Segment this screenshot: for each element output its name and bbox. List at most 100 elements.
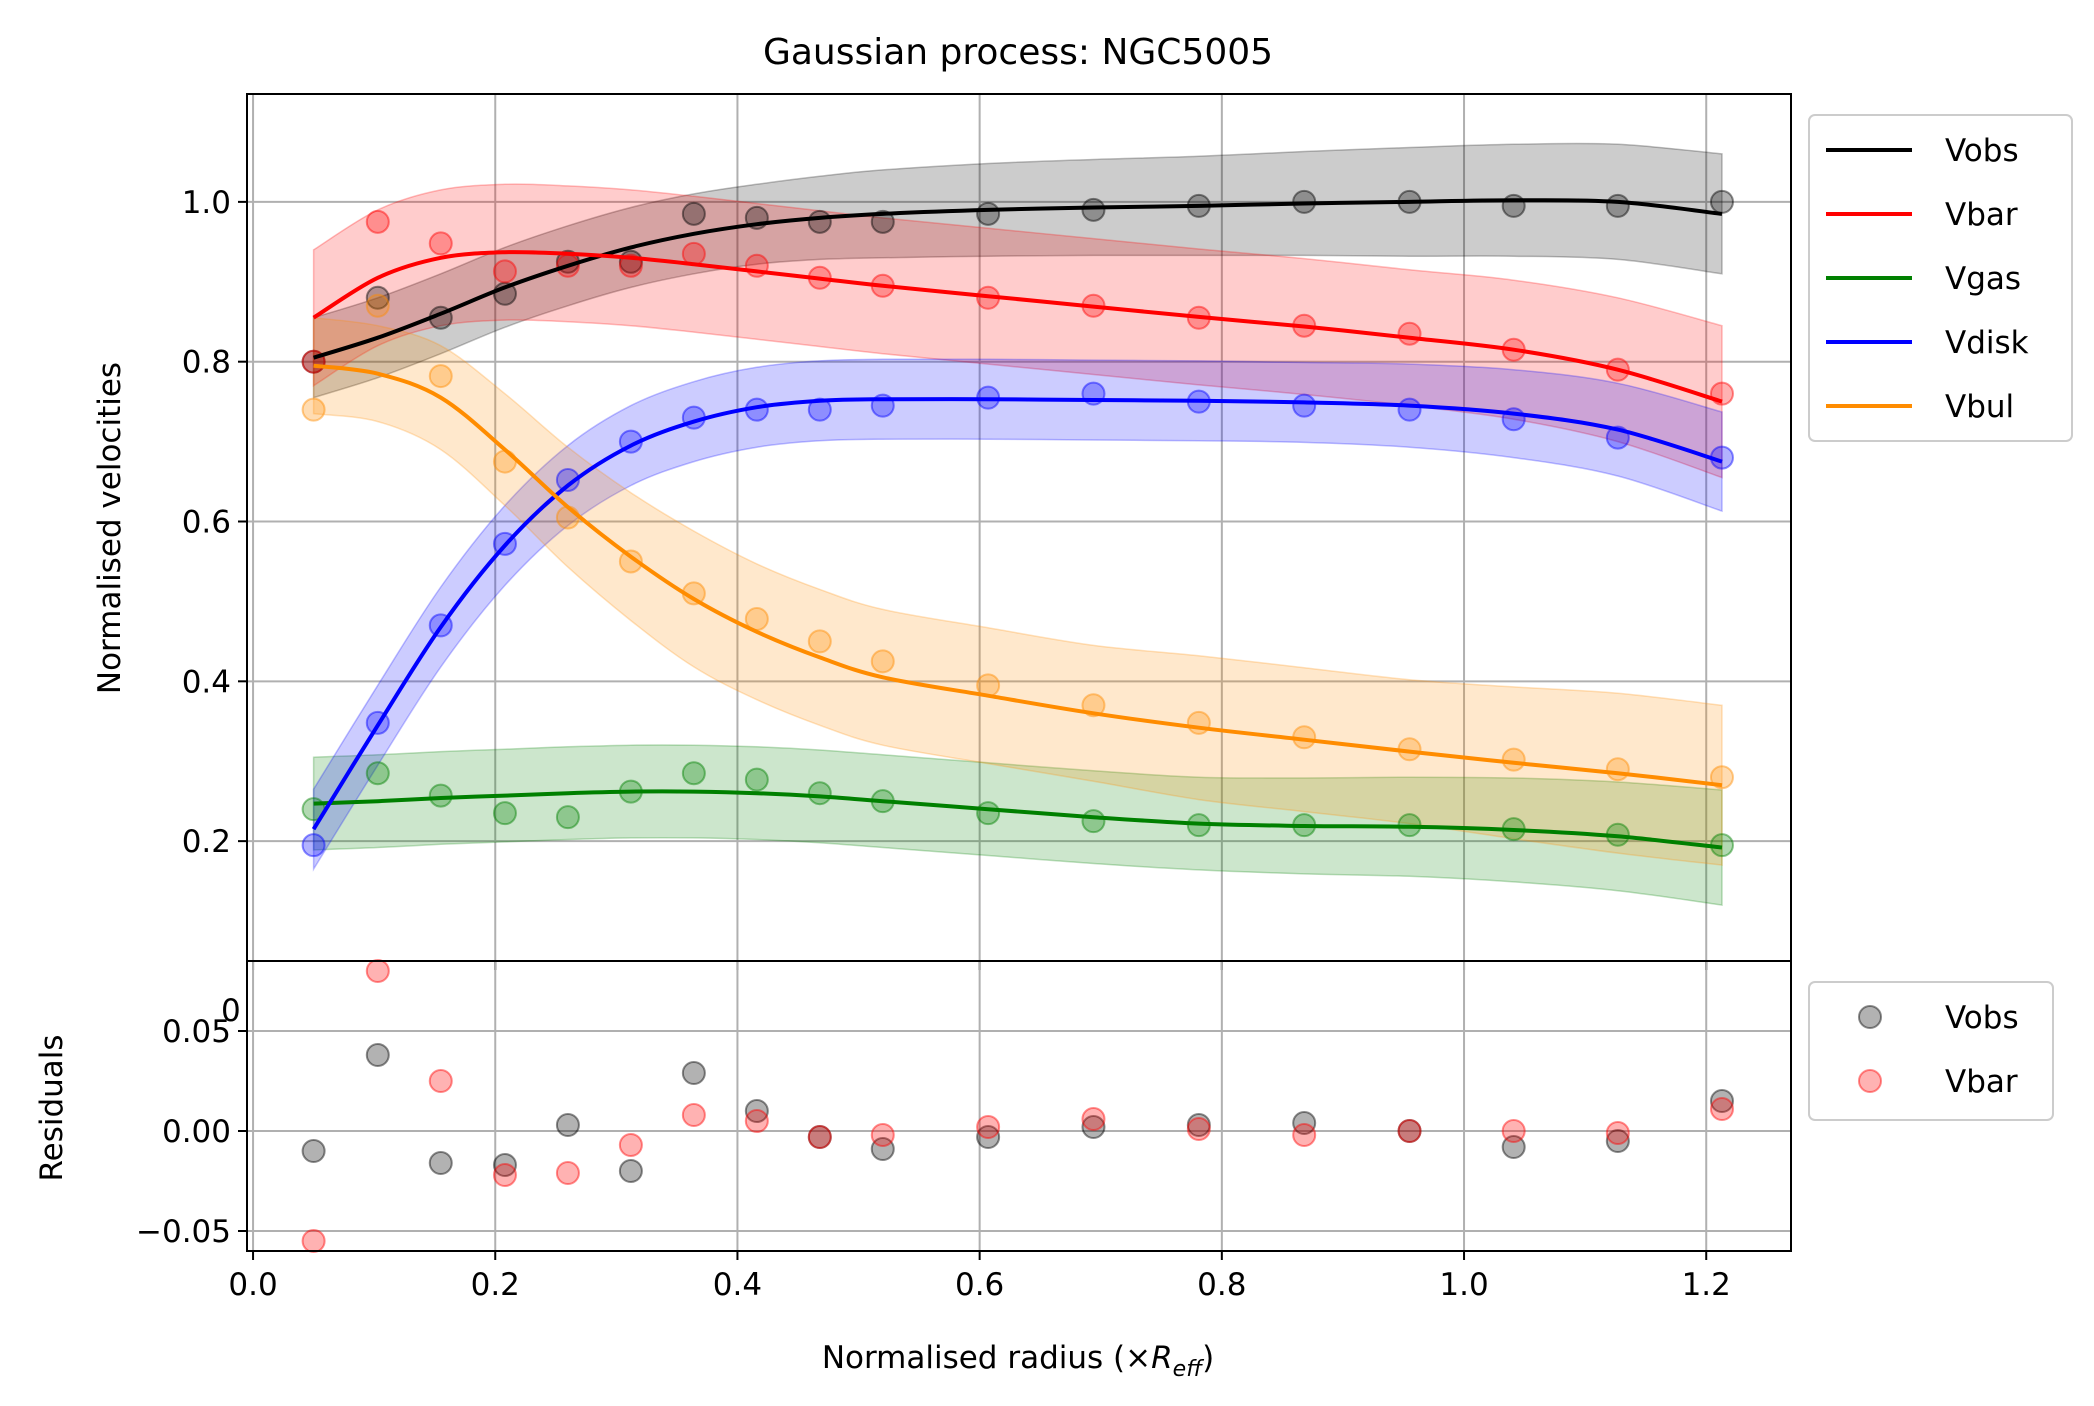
- vbul-data-point: [618, 549, 643, 574]
- main-legend: Vobs Vbar Vgas Vdisk Vbul: [1808, 114, 2073, 442]
- main-ticks: 0.2 0.4 0.6 0.8 1.0: [182, 185, 1708, 970]
- residual-vbar-point: [618, 1133, 643, 1157]
- main-legend-entries: Vobs Vbar Vgas Vdisk Vbul: [1826, 133, 2029, 425]
- legend-vobs-label: Vobs: [1945, 133, 2019, 169]
- vbul-data-point: [555, 505, 580, 530]
- x-axis-label: Normalised radius (×Reff): [822, 1340, 1214, 1382]
- vgas-data-point: [744, 767, 769, 792]
- residual-vobs-point: [1186, 1113, 1211, 1137]
- residual-vbar-point: [1292, 1123, 1317, 1147]
- vbul-data-point: [870, 649, 895, 674]
- residual-vbar-point: [807, 1125, 832, 1149]
- residual-vbar-point: [976, 1115, 1001, 1139]
- residual-vobs-point: [618, 1159, 643, 1183]
- vdisk-data-point: [301, 833, 326, 858]
- residual-vobs-point: [681, 1061, 706, 1085]
- vobs-data-point: [807, 209, 832, 234]
- vobs-data-point: [1605, 193, 1630, 218]
- main-legend-box: [1808, 114, 2073, 442]
- residuals-panel: 0.0 0.2 0.4 0.6 0.8 1.0 1.2 −0.05 0.00 0.05 0 Res…: [34, 959, 1792, 1382]
- residuals-stray-tick-label: 0: [221, 993, 241, 1029]
- residual-vbar-point: [1605, 1121, 1630, 1145]
- vobs-data-point: [870, 209, 895, 234]
- vobs-data-point: [976, 201, 1001, 226]
- vobs-data-point: [1709, 189, 1734, 214]
- residual-vbar-point: [744, 1109, 769, 1133]
- residual-vobs-point: [870, 1137, 895, 1161]
- vbar-fit-line: [312, 250, 1723, 404]
- residuals-legend-vbar-marker: [1858, 1069, 1882, 1093]
- main-points: [301, 189, 1734, 858]
- main-y-tick-label: 0.4: [182, 664, 231, 700]
- vbul-data-point: [1501, 747, 1526, 772]
- chart-title: Gaussian process: NGC5005: [763, 32, 1273, 73]
- vgas-data-point: [555, 805, 580, 830]
- residual-vobs-point: [976, 1125, 1001, 1149]
- vobs-data-point: [1501, 193, 1526, 218]
- vgas-confidence-band: [312, 744, 1723, 906]
- vdisk-data-point: [1292, 393, 1317, 418]
- vbar-data-point: [428, 231, 453, 256]
- vgas-data-point: [365, 761, 390, 786]
- residual-vobs-point: [1709, 1089, 1734, 1113]
- residuals-legend-vbar-label: Vbar: [1945, 1064, 2018, 1100]
- legend-vdisk-label: Vdisk: [1945, 325, 2029, 361]
- vgas-data-point: [681, 761, 706, 786]
- vbul-data-point: [428, 364, 453, 389]
- residuals-y-tick-label: 0.05: [162, 1014, 231, 1050]
- main-panel: 0.2 0.4 0.6 0.8 1.0 Normalised velocities: [92, 93, 1792, 970]
- vbul-data-point: [301, 397, 326, 422]
- vbar-data-point: [1397, 321, 1422, 346]
- x-tick-label: 0.0: [228, 1267, 277, 1303]
- vbul-confidence-band: [312, 316, 1723, 866]
- residuals-y-tick-label: −0.05: [136, 1214, 231, 1250]
- vbar-data-point: [492, 259, 517, 284]
- x-tick-label: 1.2: [1682, 1267, 1731, 1303]
- residuals-ticks: 0.0 0.2 0.4 0.6 0.8 1.0 1.2 −0.05 0.00 0.05: [136, 1014, 1731, 1303]
- vdisk-confidence-band: [312, 358, 1723, 872]
- vbul-data-point: [1605, 757, 1630, 782]
- residuals-legend-vobs-marker: [1858, 1005, 1882, 1029]
- residual-vbar-point: [428, 1069, 453, 1093]
- vbul-data-point: [807, 629, 832, 654]
- residuals-y-axis-label: Residuals: [34, 1034, 70, 1181]
- main-y-tick-label: 1.0: [182, 185, 231, 221]
- vobs-data-point: [365, 285, 390, 310]
- vbul-data-point: [365, 293, 390, 318]
- vbar-data-point: [365, 209, 390, 234]
- residual-vobs-point: [301, 1139, 326, 1163]
- residual-vbar-point: [681, 1103, 706, 1127]
- residuals-points: [301, 959, 1734, 1253]
- residual-vobs-point: [1397, 1119, 1422, 1143]
- residuals-axes-frame: [246, 960, 1792, 1252]
- main-grid: [247, 94, 1791, 961]
- residual-vbar-point: [1186, 1117, 1211, 1141]
- residual-vobs-point: [1501, 1135, 1526, 1159]
- residuals-legend-box: [1808, 981, 2054, 1121]
- vbar-data-point: [618, 253, 643, 278]
- x-tick-label: 0.6: [955, 1267, 1004, 1303]
- main-bands: [312, 142, 1723, 906]
- residuals-legend-vobs-label: Vobs: [1945, 1000, 2019, 1036]
- residual-vbar-point: [1081, 1107, 1106, 1131]
- vobs-data-point: [1081, 197, 1106, 222]
- residual-vbar-point: [1709, 1097, 1734, 1121]
- vobs-confidence-band: [312, 142, 1723, 399]
- x-tick-label: 1.0: [1439, 1267, 1488, 1303]
- residual-vbar-point: [492, 1163, 517, 1187]
- residual-vbar-point: [870, 1123, 895, 1147]
- residual-vbar-point: [1501, 1119, 1526, 1143]
- residuals-legend-entries: Vobs Vbar: [1858, 1000, 2019, 1100]
- x-tick-label: 0.4: [713, 1267, 762, 1303]
- vbar-confidence-band: [312, 183, 1723, 479]
- vgas-data-point: [1081, 809, 1106, 834]
- x-tick-label: 0.2: [471, 1267, 520, 1303]
- vdisk-fit-line: [311, 397, 1723, 831]
- vgas-data-point: [428, 783, 453, 808]
- residuals-legend: Vobs Vbar: [1808, 981, 2054, 1121]
- vgas-data-point: [492, 801, 517, 826]
- main-y-tick-label: 0.8: [182, 345, 231, 381]
- vdisk-data-point: [807, 397, 832, 422]
- residual-vbar-point: [301, 1229, 326, 1253]
